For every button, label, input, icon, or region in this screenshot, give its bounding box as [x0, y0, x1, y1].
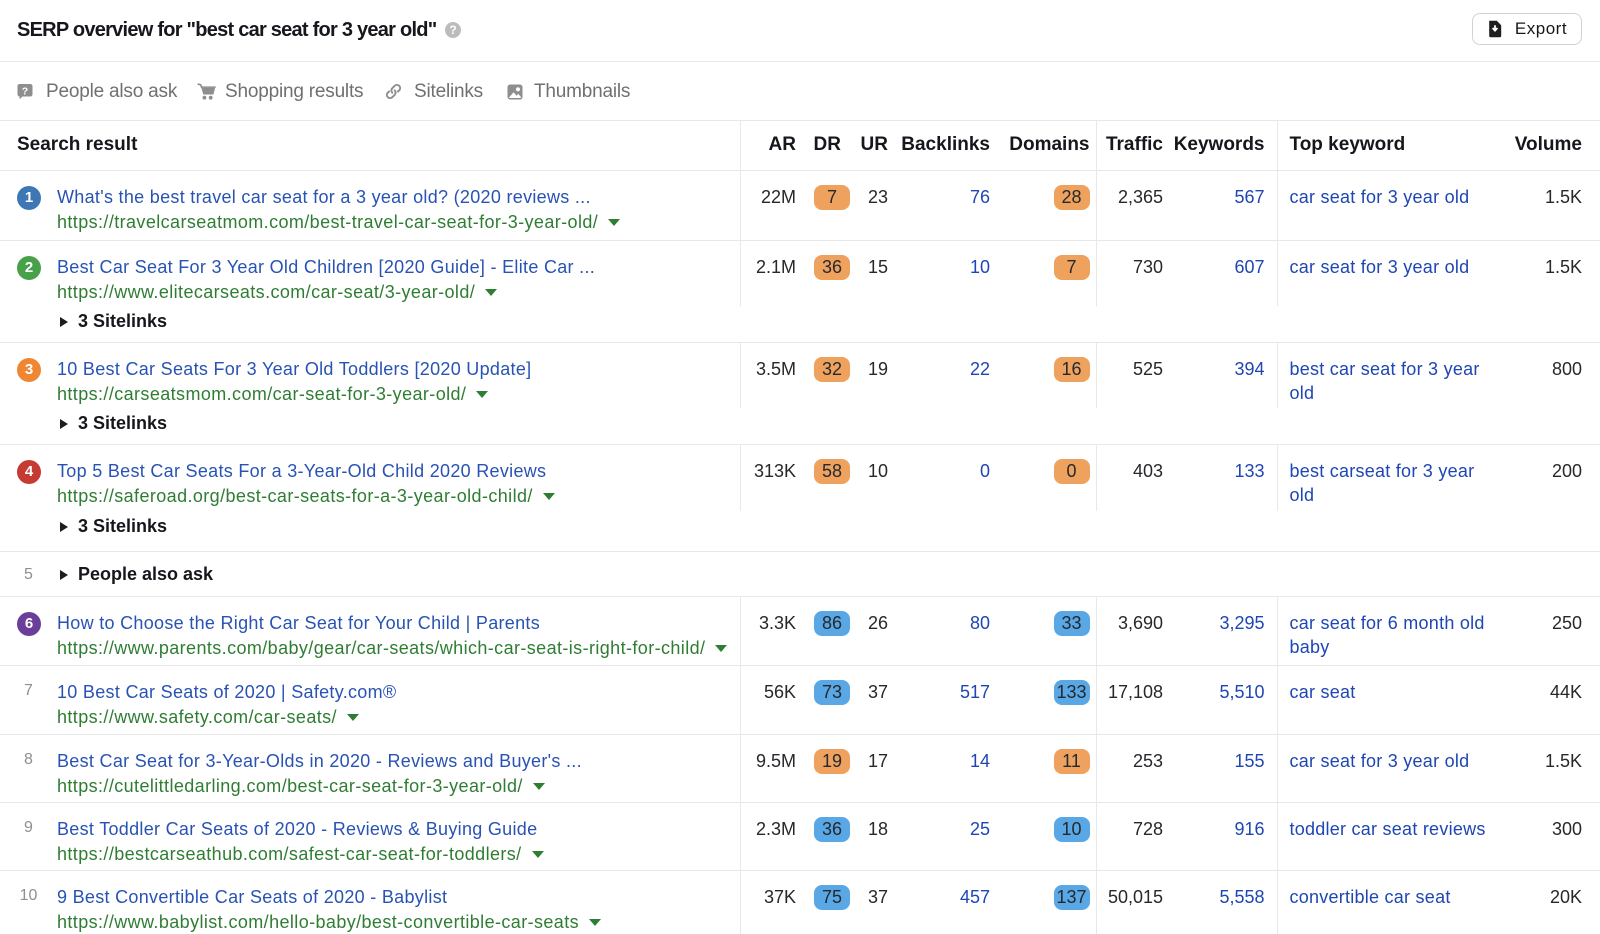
svg-text:?: ?: [22, 85, 28, 97]
